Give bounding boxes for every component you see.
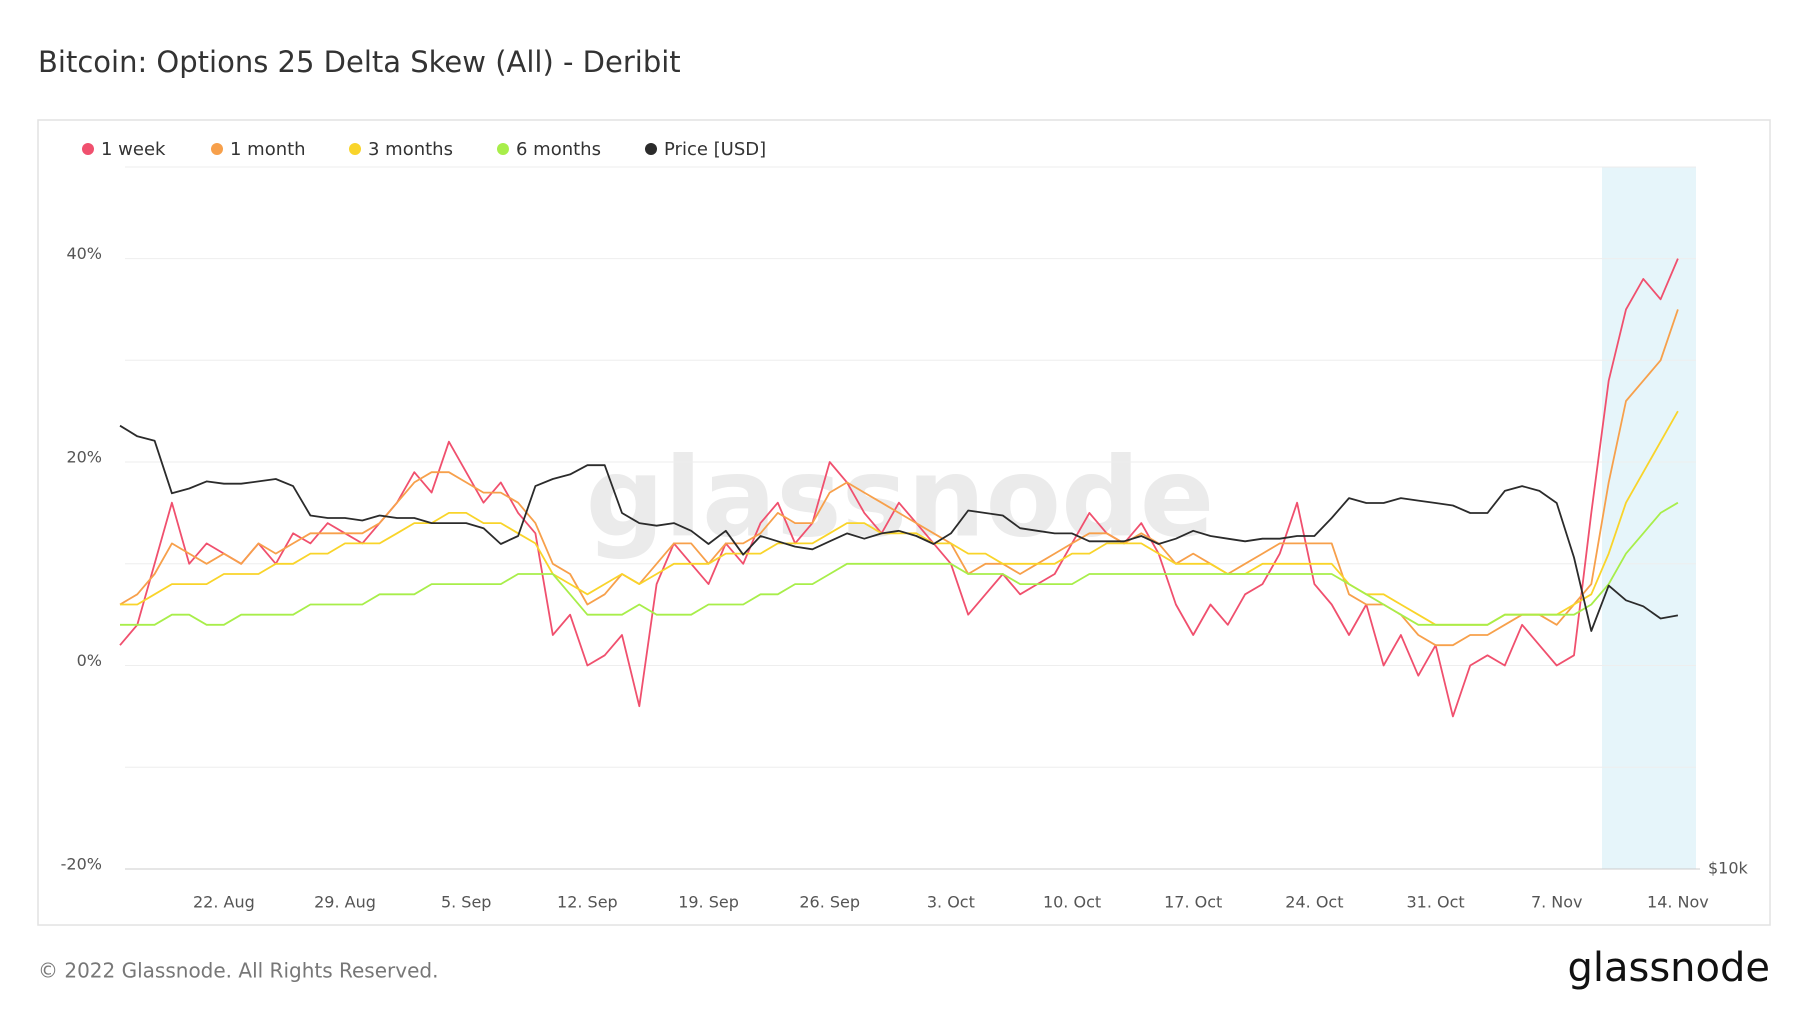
y-tick-label: 20% [66, 448, 102, 467]
series-line [119, 424, 1679, 632]
series-lines [119, 258, 1679, 718]
series-line [120, 501, 1679, 626]
chart-title: Bitcoin: Options 25 Delta Skew (All) - D… [38, 45, 681, 79]
legend-swatch [211, 143, 223, 155]
x-tick-label: 12. Sep [557, 893, 618, 912]
legend-label: 3 months [368, 139, 453, 160]
watermark: glassnode [586, 433, 1215, 561]
x-tick-label: 29. Aug [314, 893, 376, 912]
legend-label: 1 month [230, 139, 306, 160]
series-line [119, 309, 1679, 647]
legend-label: 1 week [101, 139, 166, 160]
highlight-region [1602, 167, 1696, 869]
grid: -20% 0% 20% 40% $10k 22. Aug 29. Aug 5. Sep 12. … [61, 166, 1749, 912]
x-tick-label: 14. Nov [1647, 893, 1709, 912]
x-tick-label: 22. Aug [193, 893, 255, 912]
legend-swatch [497, 143, 509, 155]
footer: © 2022 Glassnode. All Rights Reserved. [38, 959, 438, 983]
series-line [120, 410, 1679, 626]
x-tick-label: 26. Sep [799, 893, 860, 912]
x-tick-label: 31. Oct [1406, 893, 1464, 912]
legend-swatch [645, 143, 657, 155]
legend-swatch [82, 143, 94, 155]
x-tick-label: 5. Sep [441, 893, 492, 912]
logo: glassnode [1567, 945, 1770, 991]
legend-label: 6 months [516, 139, 601, 160]
x-tick-label: 17. Oct [1164, 893, 1222, 912]
x-tick-label: 19. Sep [678, 893, 739, 912]
legend-swatch [349, 143, 361, 155]
legend: 1 week 1 month 3 months 6 months Price [USD] [82, 139, 766, 160]
y-tick-label: 40% [66, 244, 102, 263]
x-tick-label: 3. Oct [927, 893, 975, 912]
x-tick-label: 7. Nov [1531, 893, 1583, 912]
y-tick-label: -20% [61, 855, 102, 874]
y2-tick-label: $10k [1708, 859, 1749, 878]
legend-label: Price [USD] [664, 139, 766, 160]
x-tick-label: 24. Oct [1285, 893, 1343, 912]
y-tick-label: 0% [77, 651, 102, 670]
chart-frame [37, 119, 1771, 926]
x-tick-label: 10. Oct [1043, 893, 1101, 912]
